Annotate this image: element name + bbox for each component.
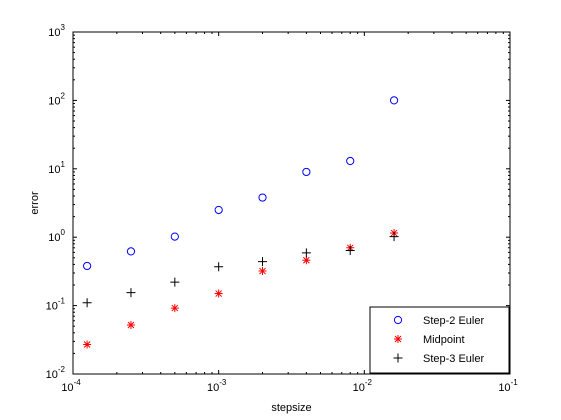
- y-tick-label: 103: [48, 23, 65, 39]
- data-point: [346, 156, 355, 166]
- data-point: [83, 340, 92, 349]
- y-tick-label: 101: [48, 160, 65, 176]
- data-point: [126, 321, 135, 330]
- legend: Step-2 Euler Midpoint Step-3 Euler: [369, 306, 510, 374]
- data-point: [345, 245, 355, 255]
- data-point: [389, 96, 399, 105]
- data-point: [214, 289, 223, 298]
- y-axis-label: error: [29, 191, 41, 215]
- data-point: [126, 288, 136, 298]
- x-tick-label: 10-3: [207, 378, 227, 394]
- x-tick-label: 10-1: [498, 378, 518, 394]
- y-tick-label: 100: [48, 228, 65, 244]
- y-tick-label: 102: [48, 91, 65, 107]
- data-point: [302, 256, 311, 265]
- data-point: [214, 205, 223, 215]
- data-point: [214, 262, 224, 272]
- data-point: [170, 277, 180, 287]
- legend-marker: [393, 315, 403, 325]
- legend-label: Midpoint: [423, 334, 465, 346]
- data-point: [258, 193, 267, 202]
- series-2: [82, 232, 399, 308]
- data-point: [301, 248, 311, 258]
- legend-box: [369, 306, 510, 374]
- data-point: [82, 298, 92, 308]
- legend-label: Step-3 Euler: [423, 353, 484, 365]
- data-point: [170, 232, 179, 241]
- series-0: [83, 96, 399, 271]
- legend-marker: [394, 335, 402, 343]
- x-axis-label: stepsize: [271, 402, 311, 414]
- data-points: [82, 96, 399, 349]
- x-tick-label: 10-4: [61, 378, 81, 394]
- legend-label: Step-2 Euler: [423, 315, 484, 327]
- legend-marker: [393, 353, 403, 363]
- data-point: [389, 232, 399, 242]
- data-point: [126, 247, 136, 256]
- data-point: [302, 167, 311, 177]
- x-tick-label: 10-2: [353, 378, 373, 394]
- data-point: [170, 304, 179, 313]
- y-tick-label: 10-1: [46, 297, 66, 313]
- data-point: [83, 261, 92, 271]
- data-point: [258, 267, 267, 276]
- axes-box: [72, 31, 511, 375]
- y-tick-label: 10-2: [46, 365, 66, 381]
- data-point: [258, 257, 268, 267]
